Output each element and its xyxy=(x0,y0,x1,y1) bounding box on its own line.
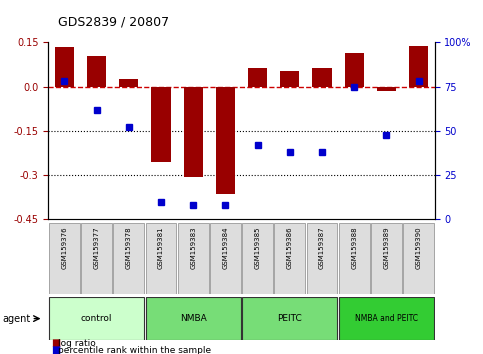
Bar xyxy=(178,223,209,294)
Bar xyxy=(184,87,203,177)
Text: percentile rank within the sample: percentile rank within the sample xyxy=(58,346,211,354)
Bar xyxy=(307,223,338,294)
Bar xyxy=(145,297,241,340)
Bar xyxy=(313,68,332,87)
Bar xyxy=(81,223,112,294)
Bar xyxy=(119,79,139,87)
Bar xyxy=(114,223,144,294)
Text: NMBA and PEITC: NMBA and PEITC xyxy=(355,314,418,323)
Bar xyxy=(242,223,273,294)
Text: GSM159383: GSM159383 xyxy=(190,227,196,269)
Bar xyxy=(242,297,338,340)
Bar xyxy=(403,223,434,294)
Text: GSM159387: GSM159387 xyxy=(319,227,325,269)
Bar xyxy=(210,223,241,294)
Text: ■: ■ xyxy=(51,346,60,354)
Text: control: control xyxy=(81,314,113,323)
Bar xyxy=(151,87,170,162)
Text: GSM159381: GSM159381 xyxy=(158,227,164,269)
Text: GSM159376: GSM159376 xyxy=(61,227,68,269)
Bar xyxy=(248,68,267,87)
Bar xyxy=(49,297,144,340)
Text: GSM159390: GSM159390 xyxy=(415,227,422,269)
Text: log ratio: log ratio xyxy=(58,339,96,348)
Bar xyxy=(274,223,305,294)
Bar xyxy=(371,223,402,294)
Bar xyxy=(145,223,176,294)
Bar xyxy=(339,297,434,340)
Text: GSM159384: GSM159384 xyxy=(222,227,228,269)
Text: ■: ■ xyxy=(51,338,60,348)
Text: GSM159378: GSM159378 xyxy=(126,227,132,269)
Text: GSM159386: GSM159386 xyxy=(287,227,293,269)
Text: GSM159385: GSM159385 xyxy=(255,227,261,269)
Text: PEITC: PEITC xyxy=(277,314,302,323)
Bar xyxy=(409,46,428,87)
Text: GSM159377: GSM159377 xyxy=(94,227,99,269)
Text: agent: agent xyxy=(2,314,30,324)
Text: GDS2839 / 20807: GDS2839 / 20807 xyxy=(58,15,169,28)
Text: GSM159388: GSM159388 xyxy=(351,227,357,269)
Bar xyxy=(87,56,106,87)
Bar xyxy=(344,53,364,87)
Text: NMBA: NMBA xyxy=(180,314,207,323)
Text: GSM159389: GSM159389 xyxy=(384,227,389,269)
Bar xyxy=(55,47,74,87)
Bar xyxy=(216,87,235,194)
Bar xyxy=(377,87,396,91)
Bar xyxy=(49,223,80,294)
Bar xyxy=(280,70,299,87)
Bar xyxy=(339,223,369,294)
